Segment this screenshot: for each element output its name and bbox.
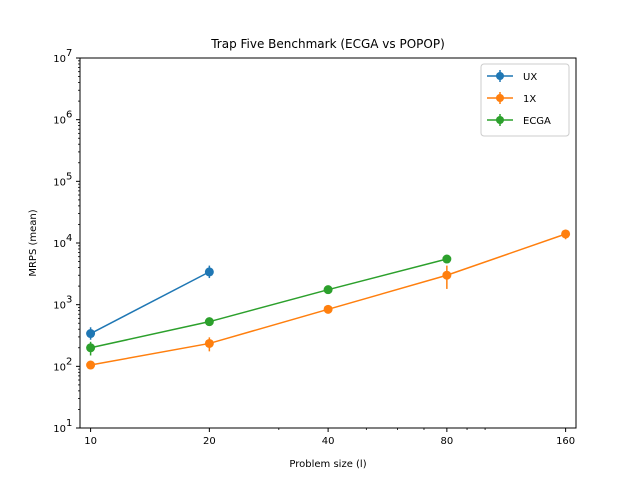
data-point-ux bbox=[204, 267, 214, 277]
x-tick-label: 20 bbox=[203, 436, 216, 447]
x-tick-label: 80 bbox=[440, 436, 453, 447]
data-point-1x bbox=[442, 270, 452, 280]
y-tick-label: 10 bbox=[53, 424, 66, 435]
data-point-1x bbox=[561, 229, 571, 239]
y-tick-label: 10 bbox=[53, 177, 66, 188]
y-tick-exponent: 5 bbox=[66, 171, 72, 182]
legend-label-ux: UX bbox=[523, 72, 537, 83]
y-tick-label: 10 bbox=[53, 362, 66, 373]
data-point-1x bbox=[86, 360, 96, 370]
y-tick-exponent: 6 bbox=[66, 110, 72, 121]
series-line-ecga bbox=[90, 258, 448, 349]
x-axis-label: Problem size (l) bbox=[289, 459, 366, 470]
data-point-ecga bbox=[442, 254, 452, 264]
chart-title: Trap Five Benchmark (ECGA vs POPOP) bbox=[210, 37, 445, 51]
data-point-ecga bbox=[86, 343, 96, 353]
legend-marker-ux bbox=[496, 72, 504, 80]
y-tick-exponent: 7 bbox=[66, 48, 72, 59]
series-line-ux bbox=[90, 271, 210, 335]
legend-marker-ecga bbox=[496, 116, 504, 124]
y-tick-label: 10 bbox=[53, 301, 66, 312]
data-point-1x bbox=[323, 304, 333, 314]
x-tick-label: 160 bbox=[556, 436, 575, 447]
y-tick-exponent: 1 bbox=[66, 418, 72, 429]
legend-label-ecga: ECGA bbox=[523, 116, 551, 127]
data-point-ux bbox=[86, 329, 96, 339]
y-tick-exponent: 2 bbox=[66, 356, 72, 367]
data-point-ecga bbox=[204, 317, 214, 327]
y-tick-label: 10 bbox=[53, 239, 66, 250]
y-tick-exponent: 3 bbox=[66, 295, 72, 306]
y-tick-label: 10 bbox=[53, 54, 66, 65]
axes-frame bbox=[79, 57, 577, 429]
y-tick-exponent: 4 bbox=[66, 233, 72, 244]
legend-label-1x: 1X bbox=[523, 94, 536, 105]
data-point-1x bbox=[204, 338, 214, 348]
legend: UX 1X ECGA bbox=[480, 63, 570, 137]
x-tick-label: 10 bbox=[84, 436, 97, 447]
y-tick-label: 10 bbox=[53, 116, 66, 127]
legend-marker-1x bbox=[496, 94, 504, 102]
x-tick-label: 40 bbox=[322, 436, 335, 447]
data-point-ecga bbox=[323, 285, 333, 295]
y-axis-label: MRPS (mean) bbox=[28, 209, 39, 276]
